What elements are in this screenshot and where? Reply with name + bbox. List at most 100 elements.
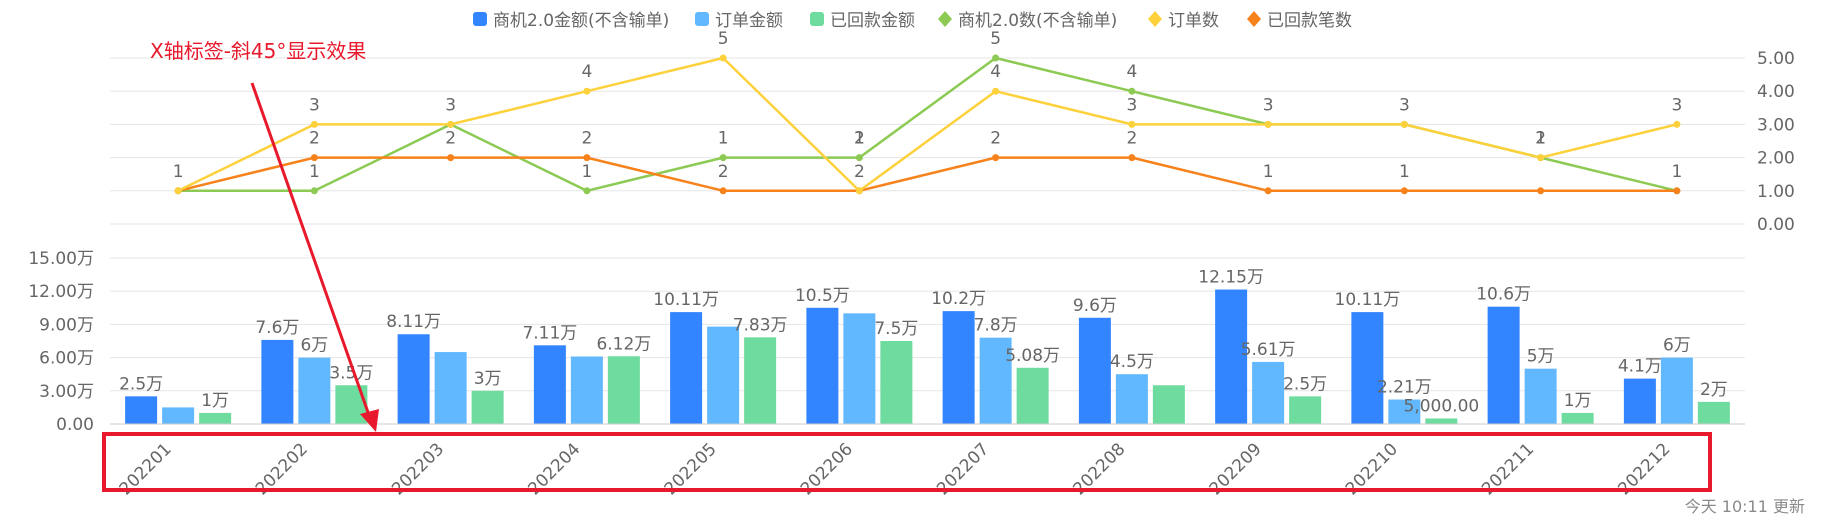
line-series — [174, 54, 1681, 195]
legend-label: 订单金额 — [715, 11, 783, 31]
data-label: 1 — [309, 162, 320, 182]
y-tick-label: 0.00 — [56, 415, 94, 435]
data-label: 5.61万 — [1241, 340, 1296, 360]
legend-label: 订单数 — [1168, 11, 1219, 31]
y-tick-label: 2.00 — [1757, 149, 1795, 169]
data-label: 10.2万 — [931, 289, 986, 309]
data-label: 6万 — [1663, 336, 1691, 356]
data-label: 3.5万 — [329, 363, 373, 383]
data-label: 2.5万 — [119, 374, 163, 394]
data-label: 7.5万 — [874, 319, 918, 339]
series-line — [177, 156, 1677, 193]
data-label: 5 — [990, 29, 1001, 49]
bar — [397, 334, 430, 424]
data-label: 5.08万 — [1005, 346, 1060, 366]
y-tick-label: 6.00万 — [39, 349, 94, 369]
data-label: 4.5万 — [1110, 352, 1154, 372]
legend-label: 商机2.0数(不含输单) — [958, 11, 1117, 31]
bar — [843, 313, 876, 424]
bar — [1388, 399, 1421, 424]
bar — [1289, 396, 1322, 424]
bar — [806, 307, 839, 424]
data-label: 7.83万 — [733, 315, 788, 335]
bar — [1623, 378, 1656, 424]
bar — [199, 412, 232, 424]
legend: 商机2.0金额(不含输单) 订单金额 已回款金额 商机2.0数(不含输单) 订单数 已回款… — [473, 11, 1352, 31]
point — [1400, 120, 1408, 128]
point — [719, 154, 727, 162]
bar — [1215, 289, 1248, 424]
legend-item: 订单数 — [1148, 11, 1219, 31]
bar — [125, 396, 158, 424]
bar — [162, 407, 195, 424]
point — [1537, 187, 1545, 195]
point — [583, 154, 591, 162]
point — [1128, 87, 1136, 95]
legend-swatch — [695, 12, 709, 26]
line-label-group: 1 3 3 4 5 4 3 3 3 2 3 — [173, 29, 1683, 182]
line-label-group: 1 1 1 1 1 1 — [309, 129, 1682, 182]
y-tick-label: 3.00 — [1757, 115, 1795, 135]
annotation-text: X轴标签-斜45°显示效果 — [150, 39, 366, 63]
bar — [1152, 385, 1185, 424]
y-tick-label: 12.00万 — [28, 282, 94, 302]
bar — [670, 312, 703, 424]
data-label: 6万 — [300, 336, 328, 356]
point — [1264, 187, 1272, 195]
point — [583, 187, 591, 195]
data-label: 2万 — [1700, 380, 1728, 400]
legend-swatch — [1247, 11, 1261, 27]
point — [310, 154, 318, 162]
legend-item: 已回款笔数 — [1247, 11, 1352, 31]
bar — [434, 352, 467, 424]
point — [1537, 154, 1545, 162]
bar — [1252, 361, 1285, 424]
data-label: 2 — [854, 162, 865, 182]
point — [992, 87, 1000, 95]
bar-series: 1万 3.5万 3万 6.12万 7.83万 7.5万 5.08万 2.5万 5,000.00 1… — [199, 315, 1730, 424]
point — [583, 87, 591, 95]
point — [1673, 120, 1681, 128]
bar — [1078, 317, 1111, 424]
bar — [744, 337, 777, 424]
bar — [1487, 306, 1520, 424]
annotation: X轴标签-斜45°显示效果 — [102, 39, 1712, 492]
point — [855, 187, 863, 195]
point — [992, 154, 1000, 162]
data-label: 1 — [173, 162, 184, 182]
data-label: 3 — [445, 95, 456, 115]
y-tick-label: 3.00万 — [39, 382, 94, 402]
bar-series: 2.5万 7.6万 8.11万 7.11万 10.11万 10.5万 10.2万 9.6万 12… — [119, 268, 1730, 424]
data-label: 3 — [1263, 95, 1274, 115]
y-tick-label: 4.00 — [1757, 82, 1795, 102]
data-label: 7.6万 — [255, 318, 299, 338]
data-label: 2 — [445, 129, 456, 149]
bar — [261, 339, 294, 424]
data-label: 6.12万 — [596, 334, 651, 354]
point — [1264, 120, 1272, 128]
arrow-line — [250, 82, 372, 419]
data-label: 1 — [1399, 162, 1410, 182]
data-label: 2 — [309, 129, 320, 149]
legend-label: 已回款金额 — [830, 11, 915, 31]
legend-swatch — [938, 11, 952, 27]
bar — [1115, 374, 1148, 424]
data-label: 1 — [854, 129, 865, 149]
data-label: 5 — [718, 29, 729, 49]
point — [447, 120, 455, 128]
updated-timestamp: 今天 10:11 更新 — [1684, 497, 1805, 516]
bar — [1016, 367, 1049, 424]
data-label: 7.8万 — [974, 316, 1018, 336]
data-label: 3 — [1671, 95, 1682, 115]
point — [310, 120, 318, 128]
data-label: 3 — [1126, 95, 1137, 115]
legend-swatch — [810, 12, 824, 26]
point — [447, 154, 455, 162]
point — [992, 54, 1000, 62]
bar — [942, 311, 975, 424]
legend-item: 订单金额 — [695, 11, 783, 31]
legend-label: 商机2.0金额(不含输单) — [493, 11, 669, 31]
y-tick-label: 15.00万 — [28, 249, 94, 269]
bar — [1351, 312, 1384, 424]
bar — [979, 337, 1012, 424]
